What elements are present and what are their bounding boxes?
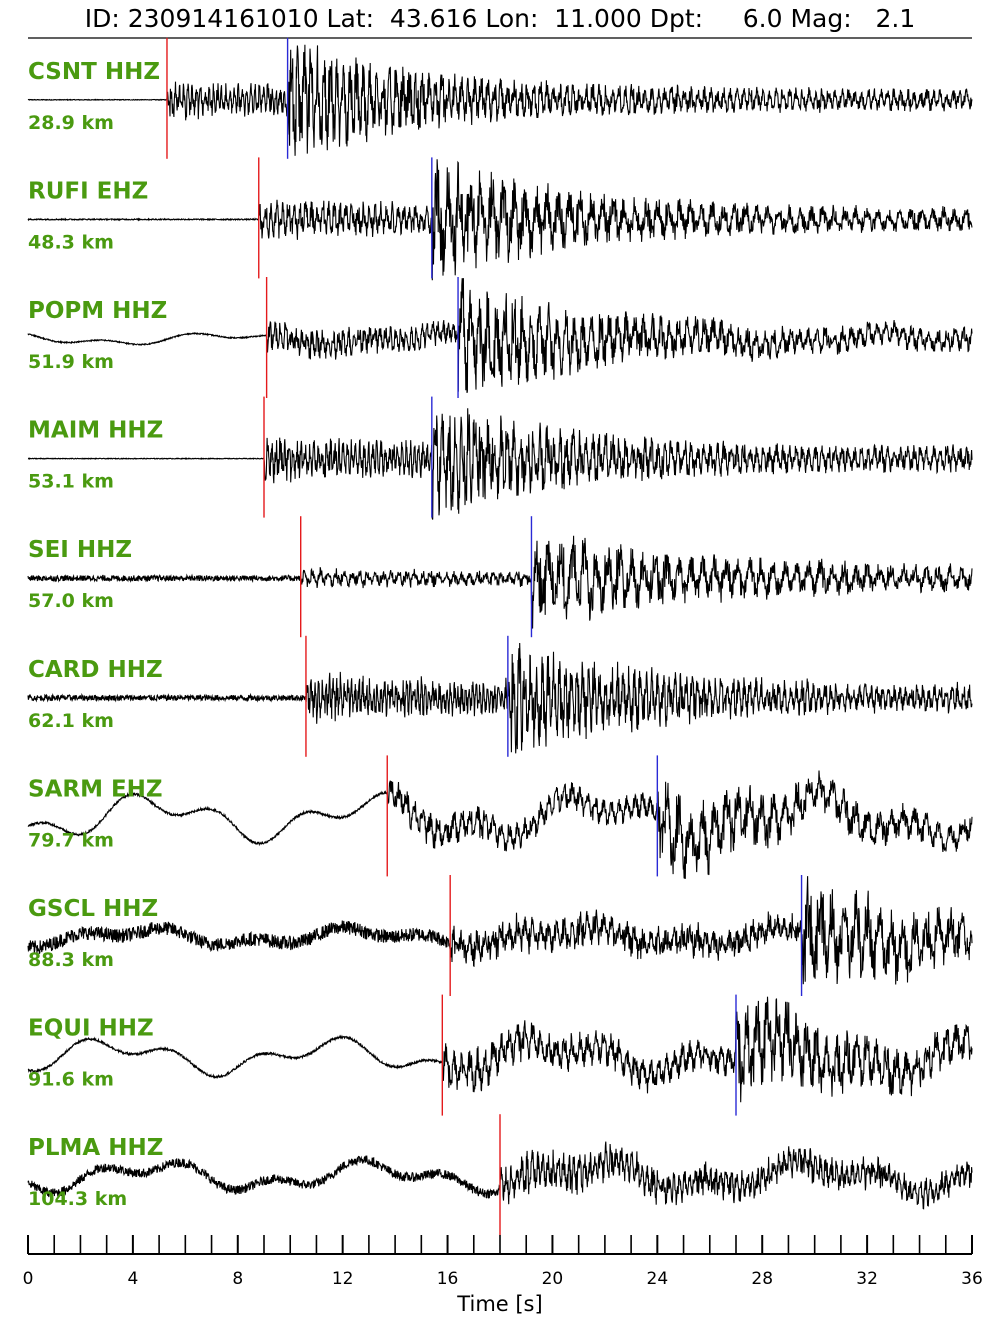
x-tick-label: 32	[856, 1269, 878, 1289]
trace-csnt: CSNT HHZ 28.9 km	[27, 37, 973, 159]
x-tick-label: 0	[23, 1269, 34, 1289]
x-tick-label: 12	[332, 1269, 354, 1289]
waveform	[27, 996, 973, 1103]
station-label: CSNT HHZ	[28, 59, 160, 85]
waveform	[27, 408, 973, 520]
waveform	[27, 159, 973, 281]
trace-equi: EQUI HHZ 91.6 km	[27, 994, 973, 1116]
waveform	[27, 44, 973, 156]
distance-label: 91.6 km	[28, 1069, 114, 1091]
distance-label: 57.0 km	[28, 590, 114, 612]
waveform	[27, 770, 973, 879]
trace-rufi: RUFI EHZ 48.3 km	[27, 157, 973, 281]
trace-plma: PLMA HHZ 104.3 km	[27, 1114, 973, 1236]
station-label: GSCL HHZ	[28, 896, 158, 922]
trace-card: CARD HHZ 62.1 km	[27, 635, 973, 757]
station-label: SEI HHZ	[28, 537, 132, 563]
distance-label: 53.1 km	[28, 471, 114, 493]
trace-sarm: SARM EHZ 79.7 km	[27, 755, 973, 879]
traces-group: CSNT HHZ 28.9 km RUFI EHZ 48.3 km POPM HHZ 51…	[27, 37, 973, 1236]
station-label: POPM HHZ	[28, 298, 167, 324]
station-label: CARD HHZ	[28, 657, 163, 683]
x-tick-label: 28	[751, 1269, 773, 1289]
waveform	[27, 642, 973, 754]
station-label: SARM EHZ	[28, 776, 163, 802]
station-label: RUFI EHZ	[28, 178, 148, 204]
station-label: EQUI HHZ	[28, 1016, 154, 1042]
station-label: MAIM HHZ	[28, 418, 163, 444]
x-tick-label: 24	[647, 1269, 669, 1289]
distance-label: 79.7 km	[28, 829, 114, 851]
distance-label: 51.9 km	[28, 351, 114, 373]
waveform	[27, 278, 973, 394]
waveform	[27, 876, 973, 985]
station-label: PLMA HHZ	[28, 1135, 163, 1161]
x-axis-title: Time [s]	[456, 1292, 542, 1316]
trace-sei: SEI HHZ 57.0 km	[27, 516, 973, 638]
x-tick-label: 20	[542, 1269, 564, 1289]
x-tick-label: 8	[232, 1269, 243, 1289]
x-tick-label: 16	[437, 1269, 459, 1289]
distance-label: 88.3 km	[28, 949, 114, 971]
x-tick-label: 4	[127, 1269, 138, 1289]
trace-popm: POPM HHZ 51.9 km	[27, 277, 973, 398]
waveform	[27, 535, 973, 629]
event-header: ID: 230914161010 Lat: 43.616 Lon: 11.000…	[84, 4, 916, 33]
trace-gscl: GSCL HHZ 88.3 km	[27, 875, 973, 996]
distance-label: 48.3 km	[28, 231, 114, 253]
distance-label: 104.3 km	[28, 1188, 127, 1210]
time-axis: Time [s] 0 4 8 12 16 20 24 28 32 36	[23, 1235, 983, 1316]
distance-label: 62.1 km	[28, 710, 114, 732]
distance-label: 28.9 km	[28, 112, 114, 134]
x-tick-label: 36	[961, 1269, 983, 1289]
trace-maim: MAIM HHZ 53.1 km	[27, 396, 973, 520]
